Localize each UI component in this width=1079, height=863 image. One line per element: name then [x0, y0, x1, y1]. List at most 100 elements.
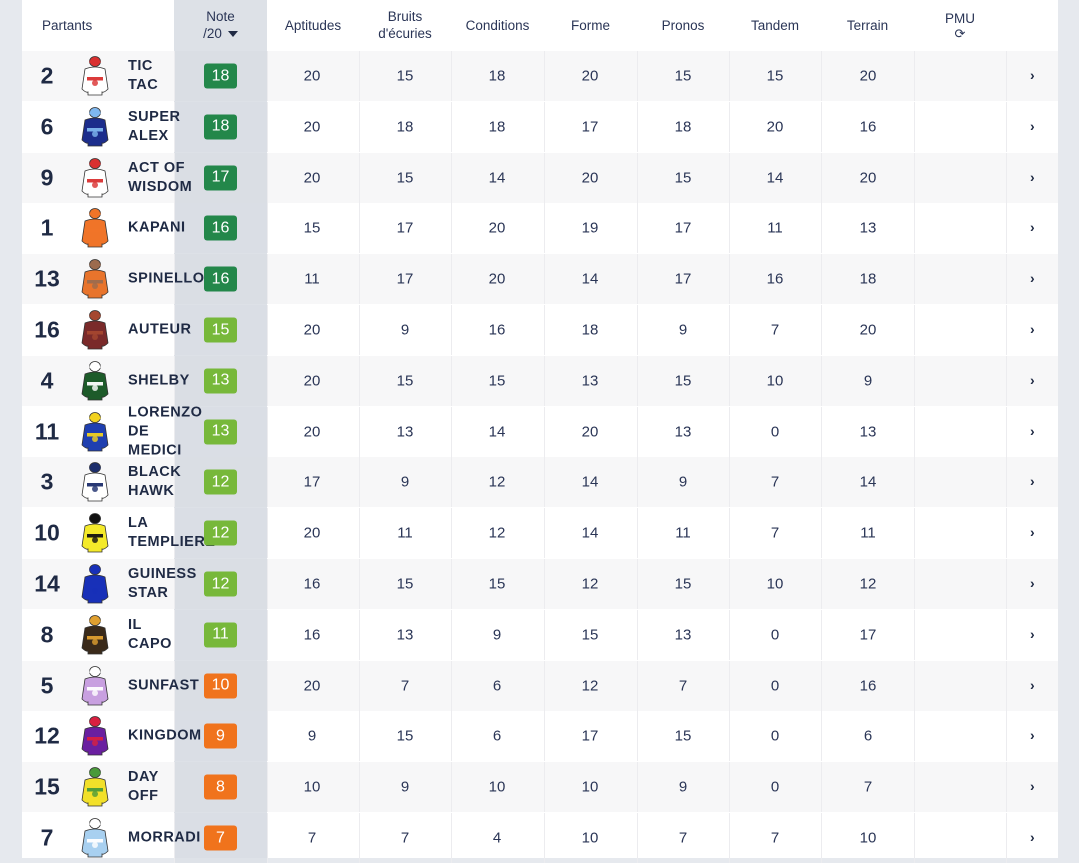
runner-row[interactable]: 8 IL CAPO 11 16 13 9 15 13 0 17 › [22, 609, 1058, 660]
chevron-right-icon[interactable]: › [1030, 524, 1035, 541]
column-divider [1006, 254, 1007, 305]
score-bruits: 7 [400, 677, 410, 695]
runner-name[interactable]: MORRADI [128, 829, 201, 846]
runner-row[interactable]: 6 SUPER ALEX 18 20 18 18 17 18 20 16 › [22, 101, 1058, 152]
column-divider [267, 609, 268, 660]
score-tandem: 7 [770, 321, 780, 339]
runner-row[interactable]: 5 SUNFAST 10 20 7 6 12 7 0 16 › [22, 660, 1058, 711]
score-pronos: 18 [674, 118, 692, 136]
runner-name[interactable]: DAY OFF [128, 769, 159, 805]
column-divider [359, 406, 360, 457]
runner-row[interactable]: 13 SPINELLO 16 11 17 20 14 17 16 18 › [22, 254, 1058, 305]
chevron-right-icon[interactable]: › [1030, 625, 1035, 642]
jockey-silk-icon [81, 310, 109, 350]
column-divider [267, 508, 268, 559]
column-divider [451, 559, 452, 609]
score-terrain: 10 [859, 829, 877, 847]
runner-row[interactable]: 4 SHELBY 13 20 15 15 13 15 10 9 › [22, 355, 1058, 406]
column-divider [174, 51, 175, 101]
score-terrain: 16 [859, 677, 877, 695]
chevron-right-icon[interactable]: › [1030, 575, 1035, 592]
runner-name[interactable]: LA TEMPLIERE [128, 515, 216, 551]
header-bruits[interactable]: Bruits d'écuries [359, 0, 451, 50]
column-divider [914, 711, 915, 762]
column-divider [544, 508, 545, 559]
column-divider [914, 660, 915, 711]
score-cond: 14 [488, 169, 506, 187]
runner-row[interactable]: 1 KAPANI 16 15 17 20 19 17 11 13 › [22, 203, 1058, 254]
column-divider [914, 203, 915, 254]
chevron-right-icon[interactable]: › [1030, 422, 1035, 439]
column-divider [821, 508, 822, 559]
header-partants[interactable]: Partants [42, 0, 92, 50]
header-conditions[interactable]: Conditions [451, 0, 544, 50]
runner-name[interactable]: ACT OF WISDOM [128, 159, 193, 195]
runner-row[interactable]: 2 TIC TAC 18 20 15 18 20 15 15 20 › [22, 51, 1058, 101]
column-divider [267, 355, 268, 406]
runner-row[interactable]: 7 MORRADI 7 7 7 4 10 7 7 10 › [22, 813, 1058, 863]
header-aptitudes[interactable]: Aptitudes [267, 0, 359, 50]
chevron-right-icon[interactable]: › [1030, 778, 1035, 795]
header-note-sort[interactable]: Note /20 [174, 0, 267, 50]
score-bruits: 15 [396, 169, 414, 187]
header-note-scale: /20 [203, 26, 222, 41]
chevron-right-icon[interactable]: › [1030, 321, 1035, 338]
chevron-right-icon[interactable]: › [1030, 67, 1035, 84]
runner-name[interactable]: TIC TAC [128, 58, 159, 93]
header-forme[interactable]: Forme [544, 0, 637, 50]
runner-name[interactable]: KINGDOM [128, 727, 202, 744]
runner-row[interactable]: 14 GUINESS STAR 12 16 15 15 12 15 10 12 › [22, 559, 1058, 609]
header-tandem-label: Tandem [750, 17, 800, 33]
chevron-right-icon[interactable]: › [1030, 219, 1035, 236]
runner-row[interactable]: 11 LORENZO DE MEDICI 13 20 13 14 20 13 0 13 › [22, 404, 1058, 458]
runner-name[interactable]: SHELBY [128, 372, 190, 389]
chevron-right-icon[interactable]: › [1030, 168, 1035, 185]
column-divider [914, 508, 915, 559]
runner-name[interactable]: GUINESS STAR [128, 566, 197, 601]
column-divider [729, 711, 730, 762]
header-terrain[interactable]: Terrain [821, 0, 914, 50]
runner-row[interactable]: 3 BLACK HAWK 12 17 9 12 14 9 7 14 › [22, 457, 1058, 508]
jockey-silk-icon [81, 411, 109, 451]
runner-row[interactable]: 12 KINGDOM 9 9 15 6 17 15 0 6 › [22, 711, 1058, 762]
column-divider [544, 254, 545, 305]
header-pronos[interactable]: Pronos [637, 0, 729, 50]
score-apt: 9 [307, 727, 317, 745]
chevron-right-icon[interactable]: › [1030, 473, 1035, 490]
chevron-right-icon[interactable]: › [1030, 727, 1035, 744]
header-tandem[interactable]: Tandem [729, 0, 821, 50]
note-badge: 8 [204, 774, 237, 800]
column-divider [359, 609, 360, 660]
column-divider [729, 355, 730, 406]
runner-number: 15 [34, 773, 60, 800]
score-cond: 6 [492, 677, 502, 695]
runner-row[interactable]: 16 AUTEUR 15 20 9 16 18 9 7 20 › [22, 305, 1058, 355]
runner-name[interactable]: KAPANI [128, 219, 186, 236]
runner-name[interactable]: LORENZO DE MEDICI [128, 404, 203, 459]
column-divider [451, 203, 452, 254]
runner-name[interactable]: SUPER ALEX [128, 108, 181, 144]
runner-row[interactable]: 9 ACT OF WISDOM 17 20 15 14 20 15 14 20 › [22, 152, 1058, 203]
runner-number: 8 [40, 621, 54, 648]
header-pmu[interactable]: PMU ⟳ [914, 0, 1006, 50]
score-forme: 20 [581, 169, 599, 187]
column-divider [544, 813, 545, 863]
jockey-silk-icon [81, 462, 109, 502]
chevron-right-icon[interactable]: › [1030, 270, 1035, 287]
chevron-right-icon[interactable]: › [1030, 676, 1035, 693]
runner-name[interactable]: IL CAPO [128, 616, 172, 652]
runner-row[interactable]: 15 DAY OFF 8 10 9 10 10 9 0 7 › [22, 762, 1058, 813]
score-pronos: 13 [674, 423, 692, 441]
chevron-right-icon[interactable]: › [1030, 371, 1035, 388]
column-divider [174, 660, 175, 711]
column-divider [451, 152, 452, 203]
runner-row[interactable]: 10 LA TEMPLIERE 12 20 11 12 14 11 7 11 › [22, 508, 1058, 559]
score-cond: 20 [488, 270, 506, 288]
chevron-right-icon[interactable]: › [1030, 117, 1035, 134]
refresh-icon[interactable]: ⟳ [954, 26, 966, 41]
runner-name[interactable]: SUNFAST [128, 677, 200, 694]
runner-name[interactable]: AUTEUR [128, 321, 192, 338]
runner-name[interactable]: BLACK HAWK [128, 464, 182, 500]
chevron-right-icon[interactable]: › [1030, 829, 1035, 846]
runner-name[interactable]: SPINELLO [128, 270, 205, 287]
